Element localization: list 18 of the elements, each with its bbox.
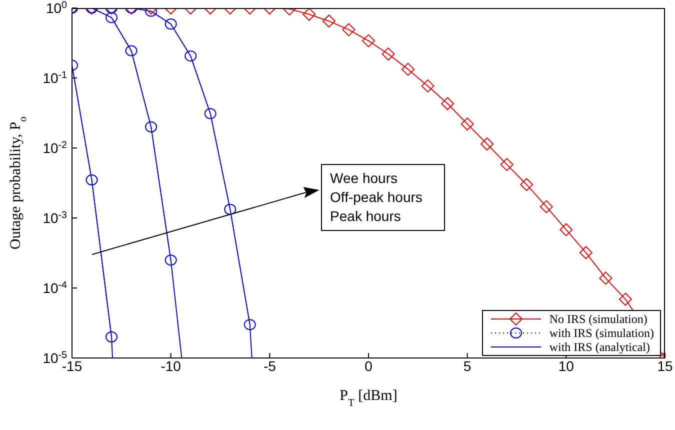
- annotation: Wee hours: [330, 168, 398, 188]
- x-tick-label: -5: [263, 358, 276, 374]
- legend-label: with IRS (analytical): [549, 340, 650, 354]
- y-tick-label: 10$^{0}$: [46, 0, 68, 16]
- y-tick-label: 10$^{-1}$: [42, 70, 67, 86]
- x-tick-label: -10: [160, 358, 182, 374]
- annotation: Off-peak hours: [330, 188, 422, 207]
- x-tick-label: 10: [558, 358, 574, 374]
- y-tick-label: 10$^{-2}$: [42, 140, 67, 156]
- x-axis-title: P$_{T}$ [dBm]: [340, 388, 398, 408]
- x-tick-label: 15: [657, 358, 673, 374]
- annotation: Peak hours: [330, 206, 402, 226]
- y-tick-label: 10$^{-4}$: [42, 280, 68, 296]
- legend-label: No IRS (simulation): [549, 312, 648, 326]
- legend-label: with IRS (simulation): [549, 326, 654, 340]
- x-tick-label: 0: [364, 358, 373, 374]
- y-tick-label: 10$^{-3}$: [42, 210, 68, 226]
- x-tick-label: 5: [463, 358, 472, 374]
